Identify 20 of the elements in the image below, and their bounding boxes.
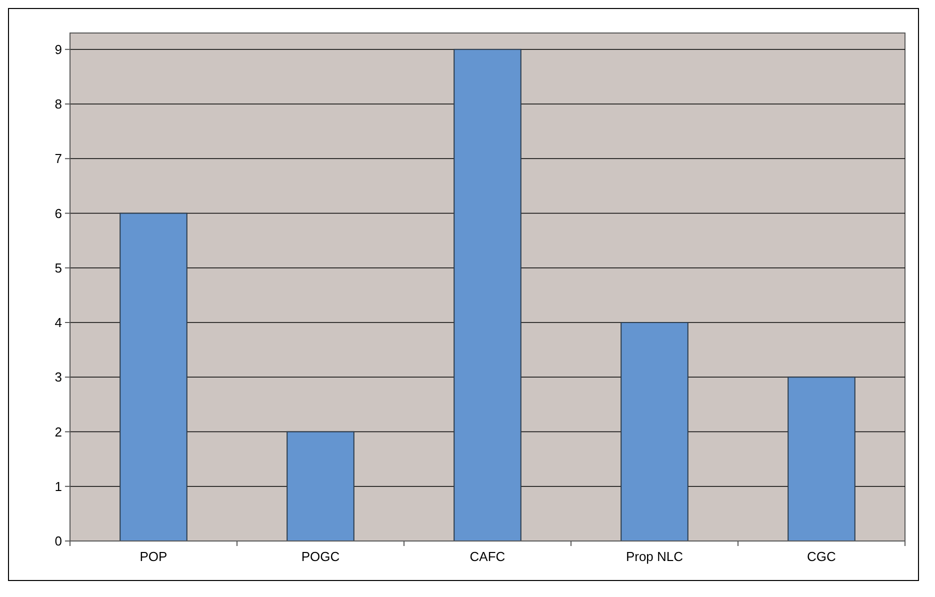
y-tick-label: 7 (54, 151, 62, 166)
y-tick-label: 4 (54, 315, 62, 330)
x-tick-label: Prop NLC (626, 549, 684, 564)
bar (120, 212, 188, 542)
bar (454, 48, 522, 542)
y-tick-label: 5 (54, 260, 62, 276)
y-tick-label: 0 (54, 534, 62, 549)
bar (286, 431, 354, 542)
y-tick-label: 3 (54, 370, 62, 385)
y-tick-label: 2 (54, 424, 62, 440)
y-tick-label: 1 (54, 478, 62, 494)
x-tick-label: CAFC (470, 549, 506, 564)
x-tick-label: POP (140, 549, 168, 564)
x-tick-label: POGC (301, 549, 340, 564)
y-tick-label: 8 (54, 96, 62, 112)
bar (788, 376, 856, 542)
bar (620, 322, 688, 542)
y-tick-label: 6 (54, 206, 62, 221)
x-tick-label: CGC (807, 549, 836, 564)
y-tick-label: 9 (54, 42, 62, 57)
